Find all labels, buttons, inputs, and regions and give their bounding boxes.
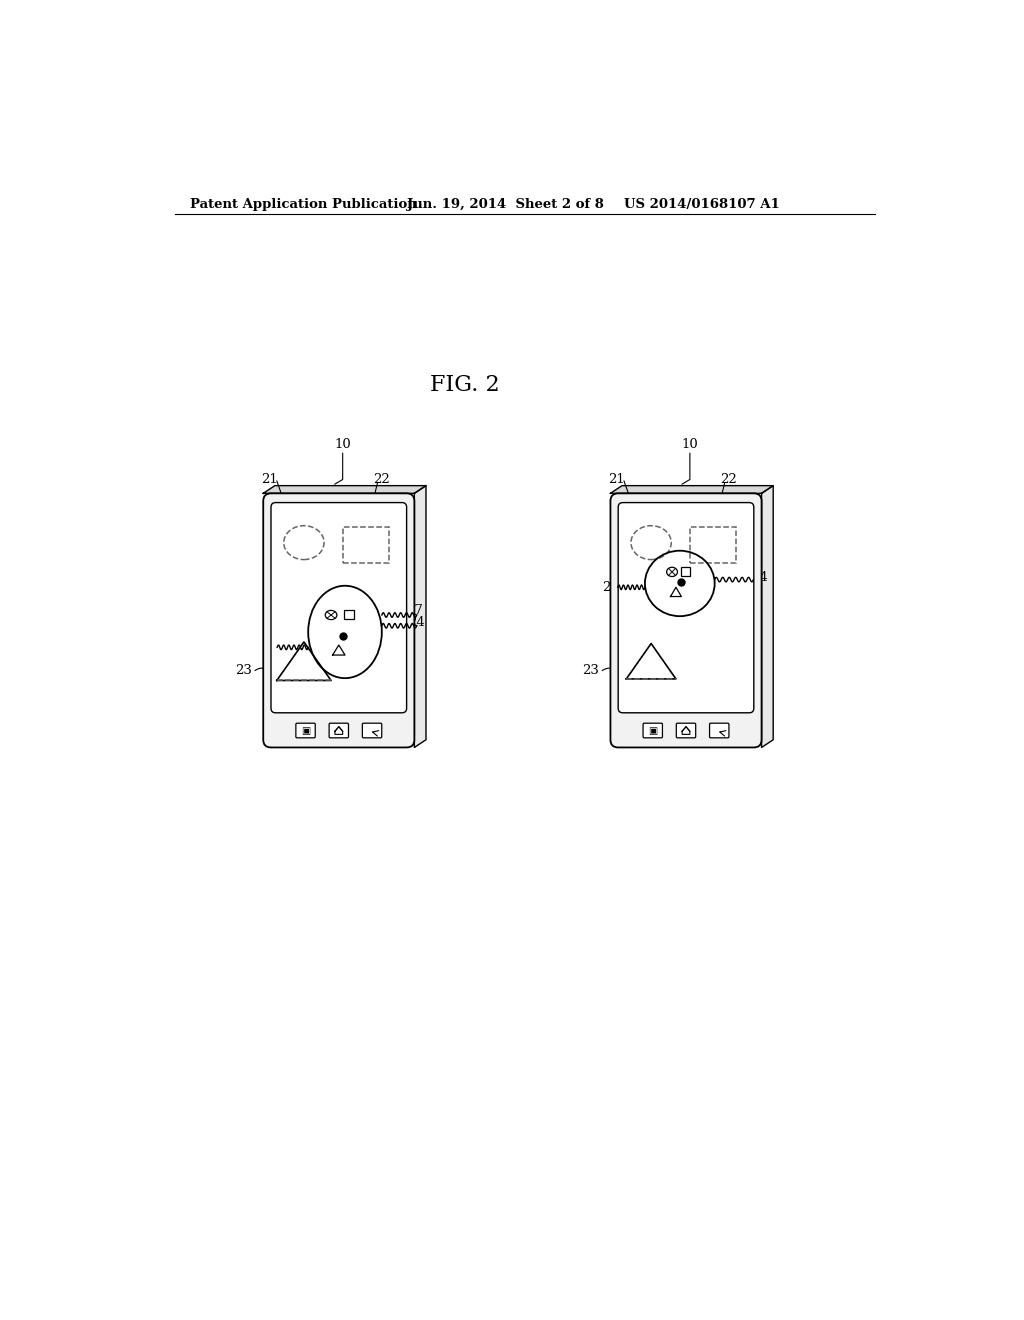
Polygon shape	[335, 726, 343, 734]
Polygon shape	[682, 726, 690, 734]
Text: 28: 28	[274, 639, 292, 652]
FancyBboxPatch shape	[610, 494, 762, 747]
Text: 27: 27	[407, 603, 423, 616]
Text: 10: 10	[334, 438, 351, 451]
FancyBboxPatch shape	[329, 723, 348, 738]
Text: 24: 24	[752, 570, 768, 583]
FancyBboxPatch shape	[618, 503, 754, 713]
FancyBboxPatch shape	[263, 494, 415, 747]
Text: US 2014/0168107 A1: US 2014/0168107 A1	[624, 198, 779, 211]
Text: FIG. 2: FIG. 2	[430, 374, 500, 396]
Text: 23: 23	[236, 664, 252, 677]
Text: 21: 21	[608, 473, 625, 486]
Text: 27: 27	[679, 539, 696, 552]
Text: ▣: ▣	[648, 726, 657, 735]
Ellipse shape	[667, 568, 678, 577]
Text: 25: 25	[717, 611, 733, 624]
Text: 22: 22	[720, 473, 737, 486]
Text: 28: 28	[602, 581, 618, 594]
Text: ▣: ▣	[301, 726, 310, 735]
Text: 21: 21	[261, 473, 278, 486]
FancyBboxPatch shape	[271, 503, 407, 713]
Polygon shape	[263, 486, 426, 494]
Text: 22: 22	[373, 473, 390, 486]
FancyBboxPatch shape	[643, 723, 663, 738]
Bar	[690, 527, 736, 562]
Text: 26: 26	[652, 539, 669, 552]
Polygon shape	[610, 486, 773, 494]
Ellipse shape	[326, 610, 337, 619]
FancyBboxPatch shape	[362, 723, 382, 738]
Text: Jun. 19, 2014  Sheet 2 of 8: Jun. 19, 2014 Sheet 2 of 8	[407, 198, 604, 211]
Bar	[344, 610, 354, 619]
Bar	[343, 527, 389, 562]
Text: 25: 25	[389, 671, 407, 684]
Text: 24: 24	[408, 616, 425, 630]
FancyBboxPatch shape	[676, 723, 695, 738]
FancyBboxPatch shape	[710, 723, 729, 738]
Text: 10: 10	[682, 438, 698, 451]
Text: 23: 23	[583, 664, 599, 677]
Polygon shape	[415, 486, 426, 747]
Polygon shape	[762, 486, 773, 747]
Text: 26: 26	[274, 603, 292, 616]
FancyBboxPatch shape	[296, 723, 315, 738]
Text: Patent Application Publication: Patent Application Publication	[190, 198, 417, 211]
Bar	[681, 568, 690, 576]
